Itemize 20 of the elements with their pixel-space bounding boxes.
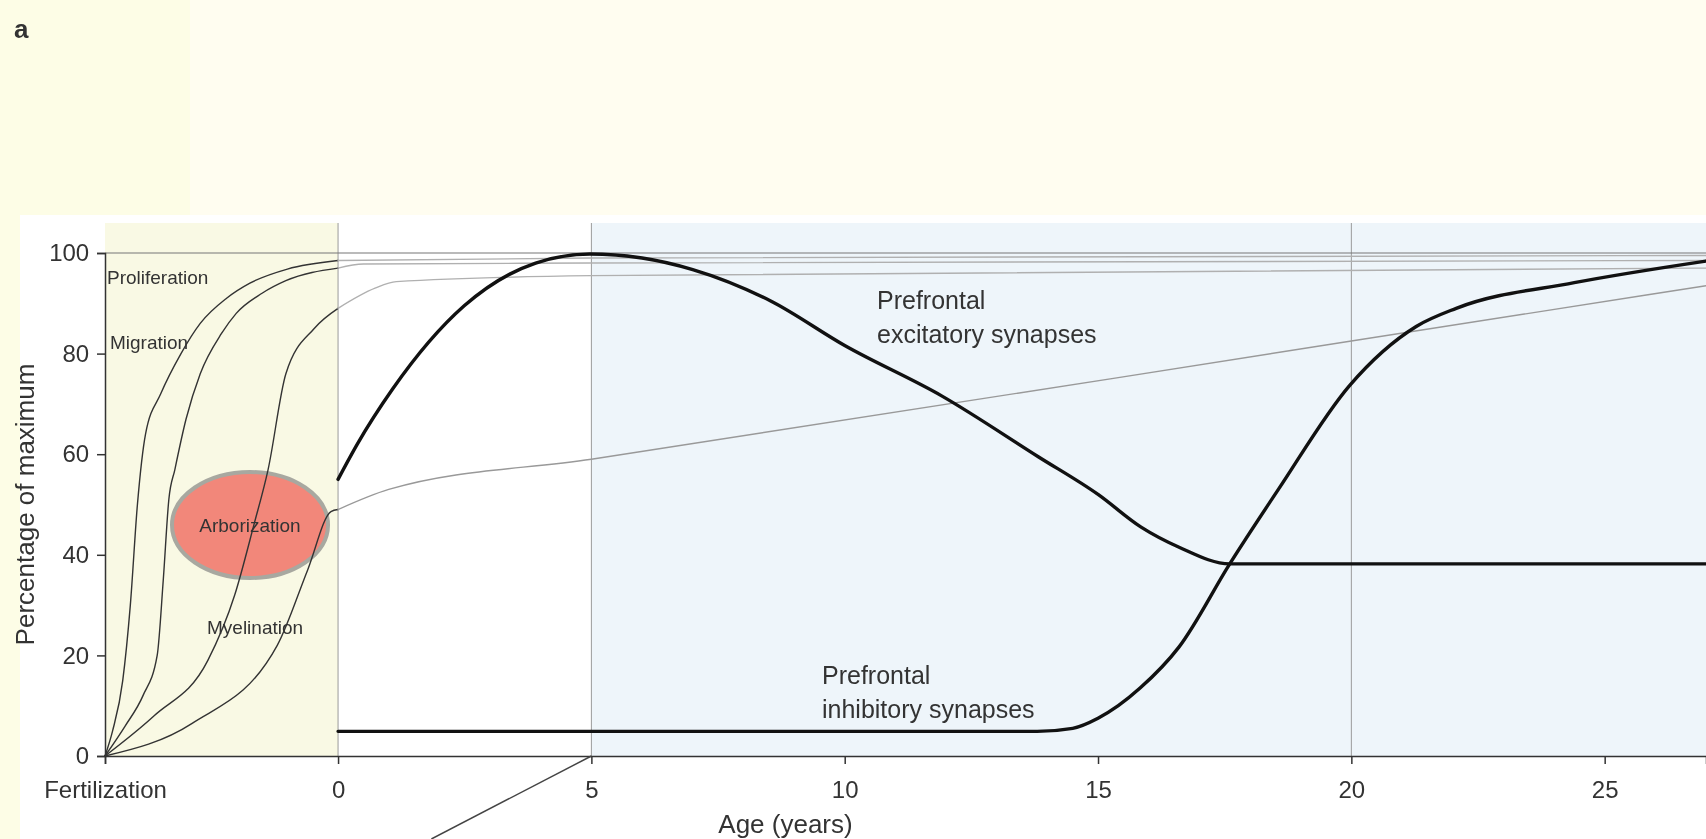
y-tick-label: 40 <box>62 540 90 568</box>
x-tick-label: 5 <box>585 776 599 804</box>
y-tick-label: 100 <box>49 239 90 267</box>
y-axis-title: Percentage of maximum <box>10 363 40 646</box>
annotation: Proliferation <box>107 267 209 288</box>
y-tick-label: 0 <box>75 742 90 770</box>
annotation: Migration <box>110 332 189 353</box>
y-tick-label: 80 <box>62 339 90 367</box>
x-tick-label: 0 <box>331 776 346 804</box>
x-tick-label: 20 <box>1338 776 1366 804</box>
x-tick-label: Fertilization <box>44 776 167 804</box>
x-axis-title: Age (years) <box>718 809 853 839</box>
y-tick-label: 60 <box>62 440 90 468</box>
annotation: Prefrontal excitatory synapses <box>877 286 1097 348</box>
annotation: Prefrontal inhibitory synapses <box>822 661 1035 723</box>
x-tick-label: 10 <box>831 776 859 804</box>
text: a <box>14 14 29 44</box>
y-tick-label: 20 <box>62 641 90 669</box>
x-tick-label: 15 <box>1085 776 1112 804</box>
x-tick-label: 25 <box>1591 776 1619 804</box>
